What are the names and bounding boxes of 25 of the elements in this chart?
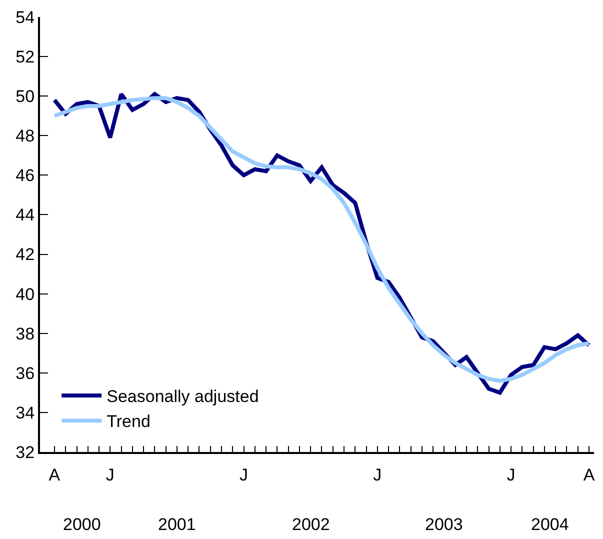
x-tick-label: J	[240, 465, 248, 484]
text: 2001	[158, 515, 196, 534]
y-tick-label: 50	[16, 87, 35, 106]
y-tick-label: 38	[16, 324, 35, 344]
x-tick-label: J	[373, 465, 382, 484]
y-tick-label: 32	[16, 442, 35, 462]
y-tick-label: 34	[16, 403, 35, 422]
text: 2003	[425, 515, 463, 534]
x-tick-label: A	[48, 465, 61, 484]
y-tick-label: 40	[16, 284, 35, 304]
text: 2004	[531, 515, 569, 534]
text: 2002	[292, 515, 330, 534]
y-tick-label: 36	[16, 364, 35, 383]
y-tick-label: 42	[16, 245, 35, 264]
y-tick-label: 54	[16, 8, 35, 27]
legend-label: Seasonally adjusted	[106, 387, 259, 406]
x-tick-label: J	[506, 465, 516, 484]
y-tick-label: 48	[16, 126, 35, 146]
legend-label: Trend	[106, 412, 150, 432]
x-tick-label: J	[106, 465, 114, 484]
text: 2000	[63, 515, 101, 534]
x-tick-label: A	[583, 465, 596, 484]
y-tick-label: 44	[16, 206, 35, 225]
y-tick-label: 46	[16, 166, 35, 186]
y-tick-label: 52	[16, 48, 35, 66]
